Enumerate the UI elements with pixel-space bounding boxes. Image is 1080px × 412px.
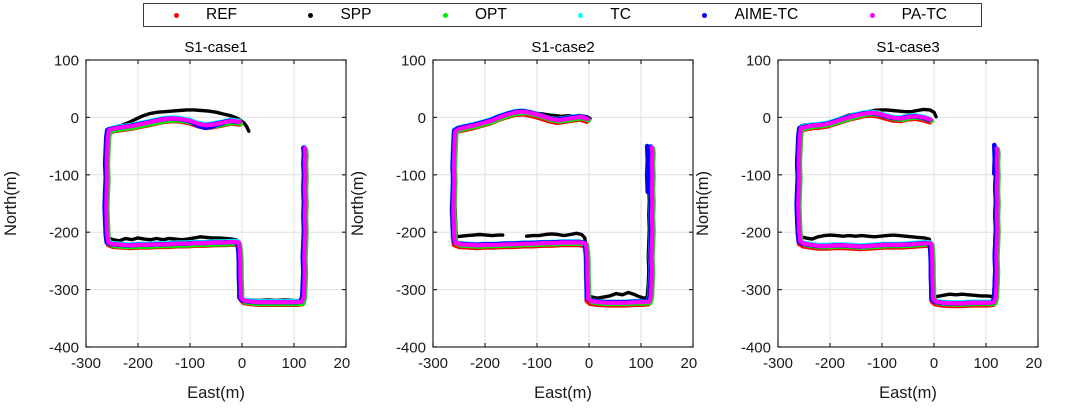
trajectory-pa-tc [796,110,1000,306]
trajectory-pa-tc [104,116,308,305]
plot-title: S1-case2 [531,39,594,56]
y-tick-label: -400 [49,340,79,357]
y-tick-label: -200 [396,225,426,242]
x-tick-label: -200 [815,355,845,372]
plot-title: S1-case3 [876,39,939,56]
plot-title: S1-case1 [184,39,247,56]
legend-marker-dot-icon [174,12,179,18]
x-tick-label: -100 [175,355,205,372]
trajectory-tc [795,109,999,305]
trajectory-tc [103,115,307,304]
y-tick-label: -100 [741,167,771,184]
y-axis-label: North(m) [694,171,712,236]
x-tick-label: 200 [333,355,350,372]
x-tick-label: -200 [470,355,500,372]
trajectory-ref [449,111,654,308]
trajectory-aime-tc [644,143,651,195]
y-tick-label: -400 [741,340,771,357]
x-tick-label: -100 [522,355,552,372]
legend-label: PA-TC [901,6,947,24]
x-tick-label: 100 [628,355,653,372]
legend-item-aime-tc[interactable]: AIME-TC [702,7,798,23]
x-tick-label: 0 [238,355,246,372]
y-tick-label: -400 [396,340,426,357]
trajectory-aime-tc [449,108,654,305]
trajectory-opt [105,118,309,307]
legend-item-spp[interactable]: SPP [308,7,371,23]
legend-label: SPP [340,6,372,24]
y-axis-label: North(m) [349,171,367,236]
trajectory-aime-tc [102,116,307,305]
y-tick-label: -200 [741,225,771,242]
chart-canvas: -300-200-10001002001000-100-200-300-400S… [694,39,1042,402]
x-tick-label: -300 [71,355,101,372]
x-tick-label: -300 [763,355,793,372]
x-tick-label: 100 [973,355,998,372]
x-tick-label: 0 [585,355,593,372]
y-tick-label: -200 [49,225,79,242]
y-tick-label: -100 [49,167,79,184]
trajectory-spp [105,108,306,303]
x-axis-label: East(m) [879,384,937,402]
y-tick-label: -300 [49,282,79,299]
legend-item-opt[interactable]: OPT [442,6,507,24]
legend-label: AIME-TC [734,6,799,24]
legend-marker-dot-icon [442,12,448,18]
legend-marker-dot-icon [702,12,708,18]
y-tick-label: 0 [763,110,771,127]
legend: REF SPP OPT TC AIME-TC PA-TC [143,3,982,27]
x-tick-label: 0 [930,355,938,372]
y-axis-label: North(m) [2,171,20,236]
axes-box [432,59,694,348]
axes-box [777,59,1039,348]
legend-marker-dot-icon [578,12,584,18]
x-tick-label: 100 [281,355,306,372]
trajectory-ref [103,118,308,307]
trajectory-tc [449,108,653,304]
y-tick-label: -300 [396,282,426,299]
trajectory-ref [794,112,999,309]
x-tick-label: 200 [680,355,697,372]
y-tick-label: 100 [746,53,771,70]
x-axis-label: East(m) [534,384,592,402]
legend-label: REF [206,6,237,24]
x-tick-label: 200 [1025,355,1042,372]
legend-item-pa-tc[interactable]: PA-TC [869,6,947,24]
y-tick-label: 0 [418,110,426,127]
x-axis-label: East(m) [187,384,245,402]
y-tick-label: 100 [54,53,79,70]
chart-canvas: -300-200-10001002001000-100-200-300-400S… [349,39,697,402]
y-tick-label: -100 [396,167,426,184]
legend-label: TC [610,6,631,24]
x-tick-label: -200 [123,355,153,372]
x-tick-label: -100 [867,355,897,372]
legend-item-ref[interactable]: REF [174,7,237,23]
trajectory-opt [797,111,1001,307]
legend-marker-dot-icon [869,12,875,18]
trajectory-pa-tc [451,109,655,305]
trajectory-aime-tc [794,110,999,306]
subplot-s1-case1: -300-200-10001002001000-100-200-300-400S… [0,0,350,412]
legend-label: OPT [474,6,507,24]
y-tick-label: -300 [741,282,771,299]
trajectory-opt [452,110,656,307]
subplot-s1-case3: -300-200-10001002001000-100-200-300-400S… [692,0,1042,412]
chart-canvas: -300-200-10001002001000-100-200-300-400S… [2,39,350,402]
trajectory-aime-tc [992,142,998,176]
y-tick-label: 0 [71,110,79,127]
legend-item-tc[interactable]: TC [578,7,631,23]
axes-box [85,59,347,348]
y-tick-label: 100 [401,53,426,70]
x-tick-label: -300 [418,355,448,372]
trajectory-spp [797,107,998,299]
subplot-s1-case2: -300-200-10001002001000-100-200-300-400S… [347,0,697,412]
legend-marker-dot-icon [308,12,314,18]
